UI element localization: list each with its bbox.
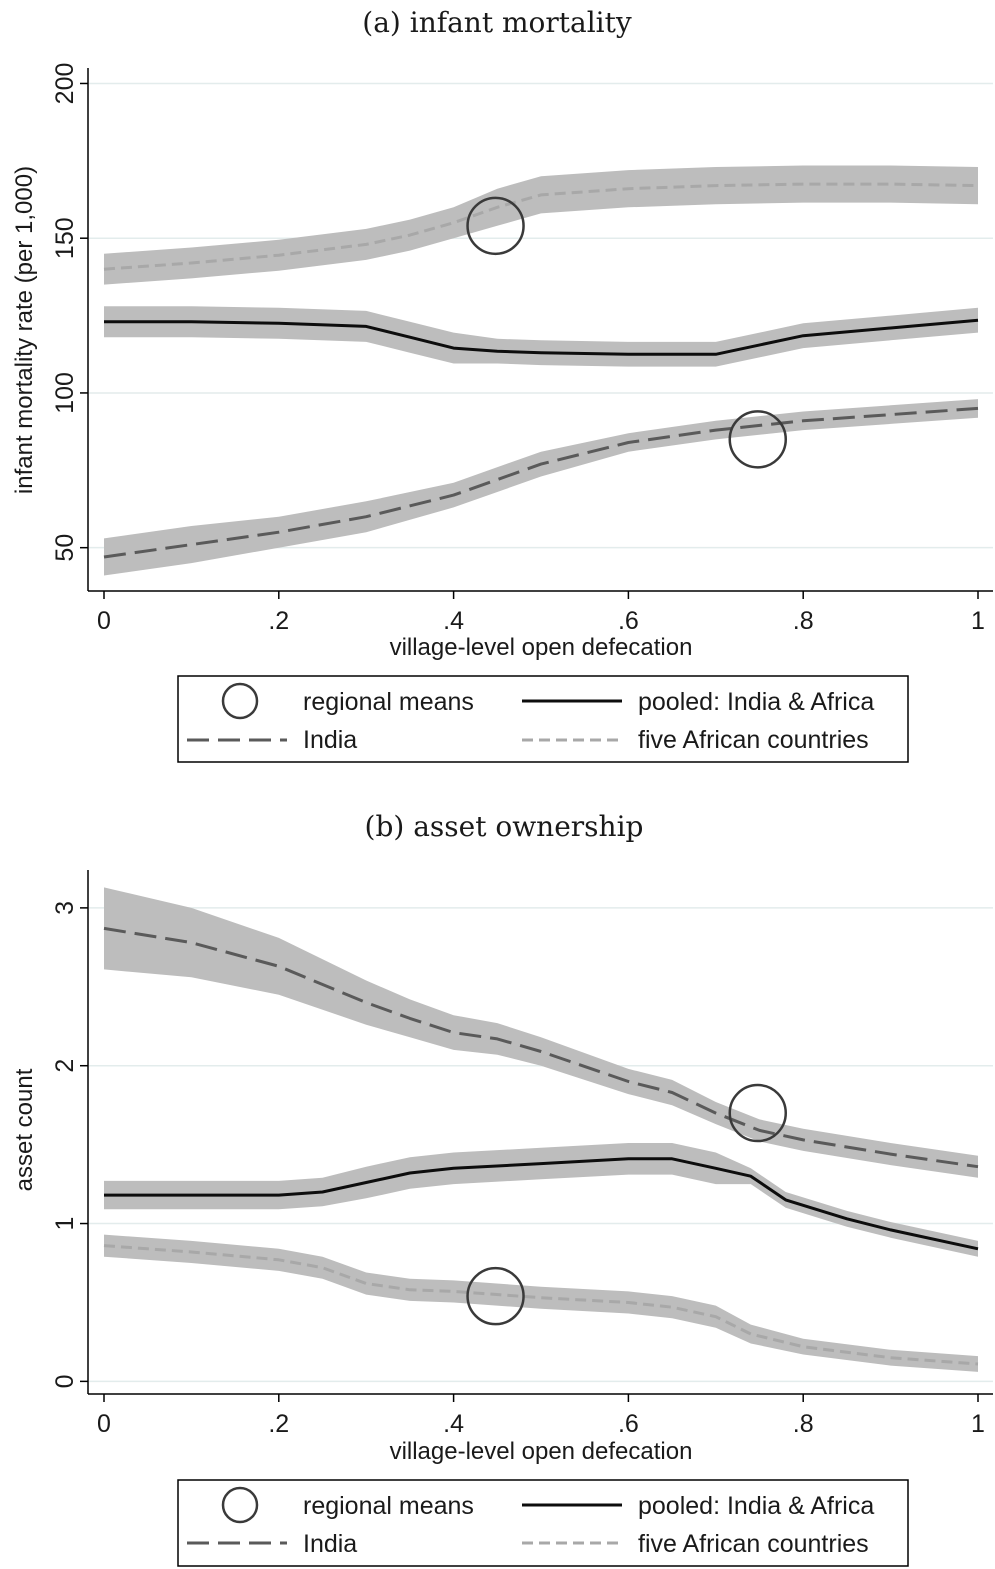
panel-b-x-tick-label: .6: [618, 1410, 639, 1438]
legend-africa-label: five African countries: [638, 726, 869, 754]
panel-a: (a) infant mortality 50 100 150 200 0 .2 .4 .6.…: [11, 6, 993, 763]
panel-b-y-tick-label: 3: [51, 901, 79, 915]
panel-a-title: (a) infant mortality: [362, 6, 632, 39]
panel-a-y-tick-label: 100: [51, 372, 79, 414]
panel-b-pooled-line: [104, 1157, 979, 1251]
panel-a-y-tick-label: 200: [51, 63, 79, 105]
panel-b-x-tick-label: 1: [971, 1410, 985, 1438]
panel-a-x-axis-label: village-level open defecation: [390, 634, 693, 661]
panel-a-x-tick-label: .6: [618, 607, 639, 635]
panel-b-legend-box: [177, 1479, 909, 1567]
panel-a-pooled-line: [104, 318, 979, 356]
panel-b-y-tick-label: 0: [51, 1374, 79, 1388]
panel-b-regional-mean-marker: [466, 1266, 525, 1326]
panel-b-x-axis-label: village-level open defecation: [390, 1438, 693, 1465]
panel-b-regional-means: [466, 1083, 788, 1326]
panel-b-confidence-bands: [104, 887, 978, 1372]
panel-a-series-lines: [103, 182, 979, 559]
panel-a-regional-means: [466, 196, 788, 469]
panel-a-legend: regional means pooled: India & Africa In…: [177, 675, 909, 763]
panel-b-y-axis-label: asset count: [11, 1068, 38, 1191]
panel-a-legend-box: [177, 675, 909, 763]
panel-a-regional-mean-marker: [728, 410, 788, 469]
legend-regional-means-marker: [221, 1486, 259, 1524]
panel-a-x-tick-label: 1: [971, 607, 985, 635]
panel-b: (b) asset ownership 0 1 2 3 0 .2 .4 .6 .8 1 asset…: [11, 810, 993, 1567]
legend-regional-means-marker: [221, 682, 259, 720]
panel-a-pooled-confidence-band: [104, 306, 978, 367]
panel-b-x-tick-label: .4: [443, 1410, 464, 1438]
legend-regional-means-label: regional means: [303, 1492, 474, 1520]
legend-india-label: India: [303, 1530, 357, 1558]
panel-b-india-line: [103, 926, 979, 1169]
panel-b-africa-line: [103, 1244, 979, 1366]
legend-pooled-label: pooled: India & Africa: [638, 688, 874, 716]
panel-a-ticks: 50 100 150 200 0 .2 .4 .6 .8 1: [51, 63, 985, 635]
panel-b-ticks: 0 1 2 3 0 .2 .4 .6 .8 1: [51, 901, 985, 1438]
legend-pooled-label: pooled: India & Africa: [638, 1492, 874, 1520]
panel-a-confidence-bands: [104, 165, 978, 576]
panel-b-series-lines: [103, 926, 979, 1366]
panel-a-x-tick-label: .4: [443, 607, 464, 635]
panel-a-india-line: [103, 406, 979, 559]
panel-a-africa-line: [103, 182, 979, 271]
legend-africa-label: five African countries: [638, 1530, 869, 1558]
panel-a-gridlines: [89, 82, 993, 549]
panel-b-gridlines: [89, 907, 993, 1383]
panel-a-india-confidence-band: [104, 399, 978, 576]
panel-a-x-tick-label: .8: [793, 607, 814, 635]
panel-a-regional-mean-marker: [466, 196, 525, 256]
panel-b-x-tick-label: .2: [268, 1410, 289, 1438]
panel-a-y-tick-label: 50: [51, 534, 79, 562]
panel-a-x-tick-label: 0: [97, 607, 111, 635]
panel-a-y-tick-label: 150: [51, 217, 79, 259]
panel-a-y-axis-label: infant mortality rate (per 1,000): [11, 166, 38, 494]
panel-b-india-confidence-band: [104, 887, 978, 1178]
panel-a-africa-confidence-band: [104, 165, 978, 285]
panel-b-y-tick-label: 1: [51, 1217, 79, 1231]
panel-b-legend: regional means pooled: India & Africa In…: [177, 1479, 909, 1567]
panel-b-x-tick-label: 0: [97, 1410, 111, 1438]
panel-b-regional-mean-marker: [728, 1083, 788, 1143]
panel-b-pooled-confidence-band: [104, 1143, 978, 1257]
panel-b-title: (b) asset ownership: [365, 810, 644, 843]
legend-india-label: India: [303, 726, 357, 754]
panel-b-y-tick-label: 2: [51, 1059, 79, 1073]
panel-b-x-tick-label: .8: [793, 1410, 814, 1438]
legend-regional-means-label: regional means: [303, 688, 474, 716]
panel-a-x-tick-label: .2: [268, 607, 289, 635]
